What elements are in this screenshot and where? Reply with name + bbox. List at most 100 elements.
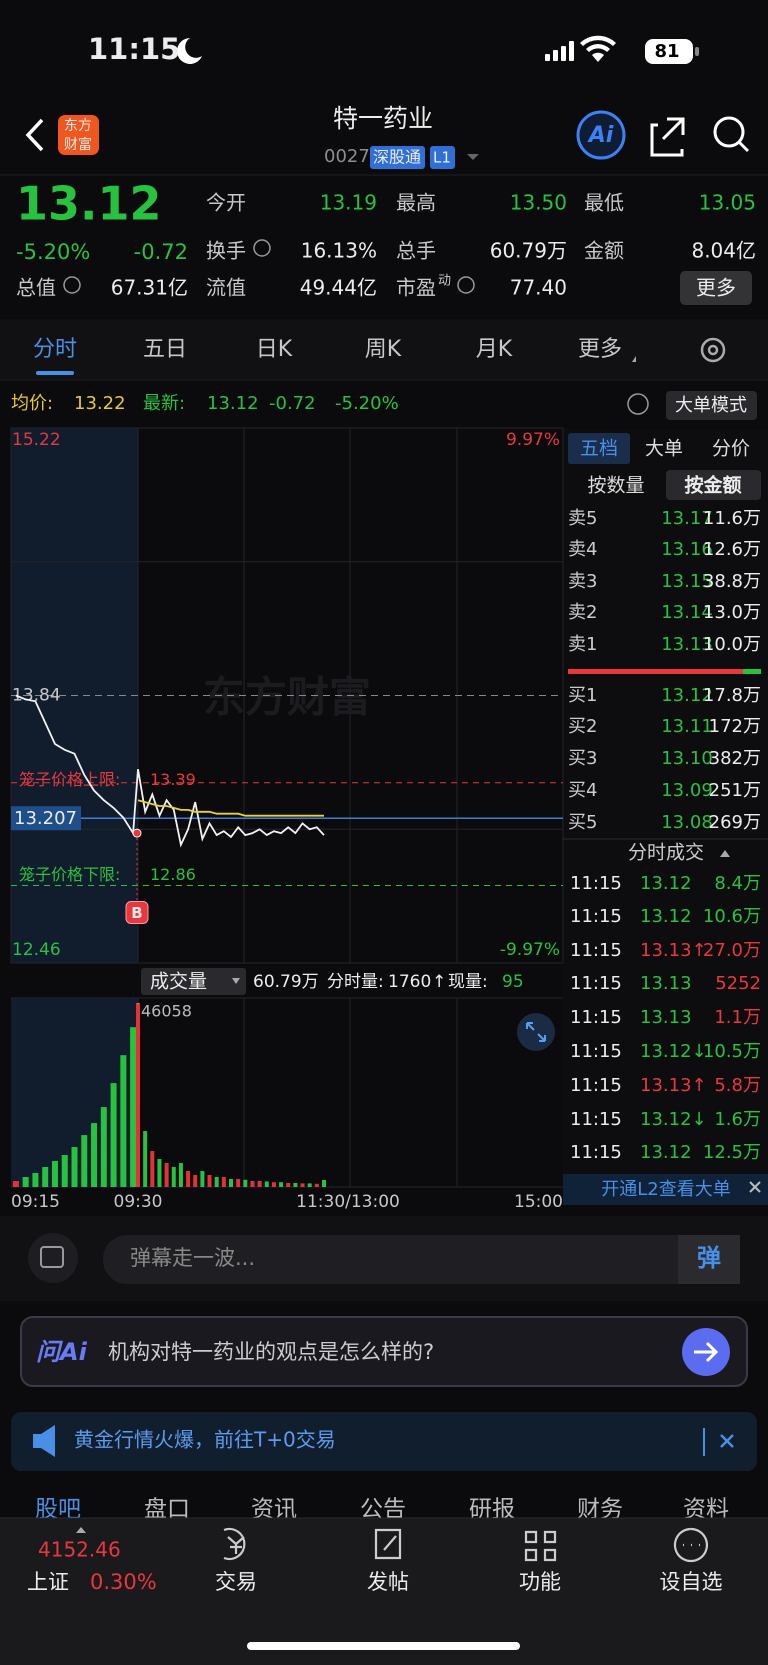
volume-bar xyxy=(51,1161,58,1187)
book-volume: 38.8万 xyxy=(703,571,761,592)
danmaku-settings[interactable] xyxy=(28,1233,78,1283)
volume-select[interactable] xyxy=(141,968,246,995)
volume-bar xyxy=(221,1177,226,1187)
volume-bar xyxy=(293,1183,298,1187)
volume-select-label[interactable]: 成交量 xyxy=(150,971,207,993)
search-button[interactable] xyxy=(713,116,745,148)
share-button[interactable] xyxy=(650,117,685,157)
more-label[interactable]: 更多 xyxy=(696,276,736,300)
book-tab[interactable]: 分价 xyxy=(712,438,750,460)
book-label: 买3 xyxy=(568,748,597,769)
danmaku-input[interactable] xyxy=(103,1235,740,1284)
tab[interactable]: 周K xyxy=(365,337,402,362)
trade-time: 11:15 xyxy=(570,1075,622,1096)
ask-ai-box[interactable] xyxy=(20,1316,748,1387)
nav-item[interactable]: 设自选 xyxy=(660,1570,723,1594)
trade-amount: 12.5万 xyxy=(703,1142,761,1163)
tab-underline xyxy=(36,371,74,375)
x-tick-label: 15:00 xyxy=(514,1192,563,1212)
info-icon xyxy=(457,276,475,294)
expand-button[interactable] xyxy=(517,1013,555,1051)
book-price: 13.17 xyxy=(661,508,713,529)
trade-amount: 10.6万 xyxy=(703,906,761,927)
l2-banner[interactable]: 开通L2查看大单 xyxy=(601,1179,730,1200)
help-icon[interactable] xyxy=(627,393,649,415)
signal xyxy=(569,41,574,61)
badge-bg xyxy=(370,146,425,169)
trade-amount: 5252 xyxy=(715,973,761,994)
mode-label[interactable]: 大单模式 xyxy=(675,395,747,416)
volume-bar xyxy=(91,1123,98,1187)
volume-max-label: 46058 xyxy=(141,1002,192,1021)
book-tab[interactable]: 五档 xyxy=(580,438,618,460)
volume-bar xyxy=(178,1163,183,1187)
book-volume: 382万 xyxy=(709,748,761,769)
tab-bar-bg xyxy=(0,319,768,379)
book-tab[interactable]: 大单 xyxy=(645,438,683,460)
nav-icon xyxy=(223,1527,246,1561)
volume-bar xyxy=(32,1173,39,1187)
mode-button[interactable] xyxy=(666,391,757,420)
volume-bar xyxy=(81,1135,88,1187)
field-label: 市盈 xyxy=(396,276,436,300)
ai-prompt[interactable]: 机构对特一药业的观点是怎么样的? xyxy=(108,1340,434,1364)
nav-item[interactable]: 交易 xyxy=(215,1570,257,1594)
field-label: 金额 xyxy=(584,239,624,263)
book-subtab[interactable]: 按数量 xyxy=(587,475,644,497)
more-button[interactable] xyxy=(680,271,752,305)
trades-arrow xyxy=(720,850,730,857)
field-value: 13.50 xyxy=(510,191,567,215)
trade-time: 11:15 xyxy=(570,1007,622,1028)
field-value: 60.79万 xyxy=(490,239,567,263)
trade-price: 13.12↓ xyxy=(640,1109,707,1130)
signal xyxy=(561,46,566,61)
avg-line xyxy=(137,799,324,817)
danmaku-button[interactable]: 弹 xyxy=(697,1244,721,1272)
volume-bar xyxy=(130,1027,137,1187)
volume-bar xyxy=(322,1179,326,1187)
volume-bar xyxy=(307,1183,312,1187)
status-time: 11:15 xyxy=(88,32,180,66)
volume-bar xyxy=(22,1177,29,1187)
logo xyxy=(58,115,99,155)
trade-amount: 27.0万 xyxy=(703,940,761,961)
x-tick-label: 11:30/13:00 xyxy=(296,1192,400,1212)
field-value: 8.04亿 xyxy=(691,239,756,263)
book-subtab[interactable]: 按金额 xyxy=(684,474,741,497)
tab[interactable]: 月K xyxy=(476,337,513,362)
trade-price: 13.13↑ xyxy=(640,1075,707,1096)
nav-item[interactable]: 发帖 xyxy=(367,1570,409,1594)
tick-label: 分时量: xyxy=(327,972,384,992)
tab[interactable]: 更多 xyxy=(578,337,622,362)
back-button[interactable] xyxy=(25,118,44,152)
tab[interactable]: 五日 xyxy=(143,337,187,362)
ai-label[interactable]: Ai xyxy=(587,123,614,148)
volume-bar xyxy=(171,1167,176,1187)
close-l2[interactable] xyxy=(749,1181,761,1193)
banner-text[interactable]: 黄金行情火爆，前往T+0交易 xyxy=(74,1428,336,1452)
book-volume: 251万 xyxy=(709,780,761,801)
danmaku-placeholder[interactable]: 弹幕走一波... xyxy=(130,1246,255,1270)
pct-tick: -9.97% xyxy=(500,940,560,960)
close-banner[interactable] xyxy=(720,1434,734,1448)
nav-item[interactable]: 功能 xyxy=(519,1570,561,1594)
settings-button[interactable] xyxy=(700,337,726,363)
trade-price: 13.12↓ xyxy=(640,1041,707,1062)
book-price: 13.15 xyxy=(661,571,713,592)
volume-bar xyxy=(157,1159,162,1187)
danmaku-send[interactable] xyxy=(678,1235,740,1284)
book-price: 13.12 xyxy=(661,685,713,706)
trade-time: 11:15 xyxy=(570,906,622,927)
promo-banner[interactable] xyxy=(11,1412,757,1471)
book-label: 买5 xyxy=(568,812,597,833)
tab[interactable]: 日K xyxy=(256,337,293,362)
x-tick-label: 09:15 xyxy=(11,1192,60,1212)
ai-button[interactable] xyxy=(576,110,626,160)
tab[interactable]: 分时 xyxy=(33,337,77,362)
l2-banner-bg[interactable] xyxy=(563,1174,768,1205)
cage-lower-label: 笼子价格下限: xyxy=(19,865,120,884)
volume-bar xyxy=(300,1183,305,1187)
cage-upper-label: 笼子价格上限: xyxy=(19,770,120,789)
volume-bar xyxy=(214,1177,219,1187)
